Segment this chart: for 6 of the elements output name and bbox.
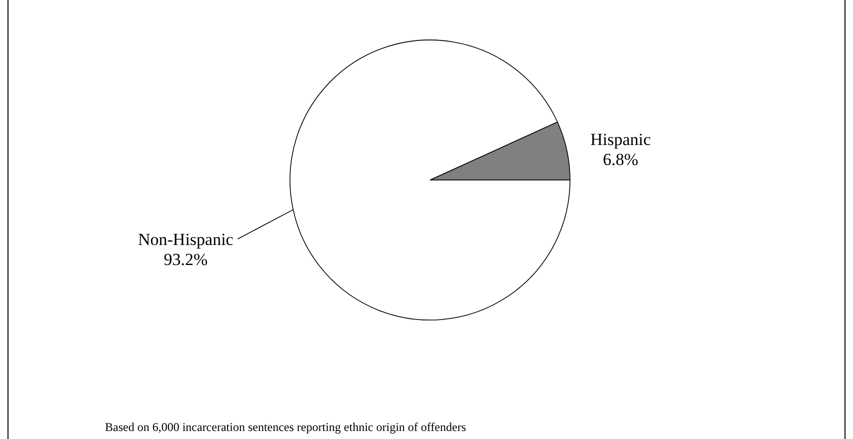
data-label: 93.2%	[164, 250, 208, 269]
pie-slice	[290, 40, 570, 320]
data-label: 6.8%	[602, 150, 638, 170]
text: Based on 6,000 incarceration sentences reporting ethnic origin of offenders	[105, 420, 466, 434]
slice-label: Hispanic	[590, 130, 652, 150]
slice-label: Non-Hispanic	[138, 230, 234, 249]
